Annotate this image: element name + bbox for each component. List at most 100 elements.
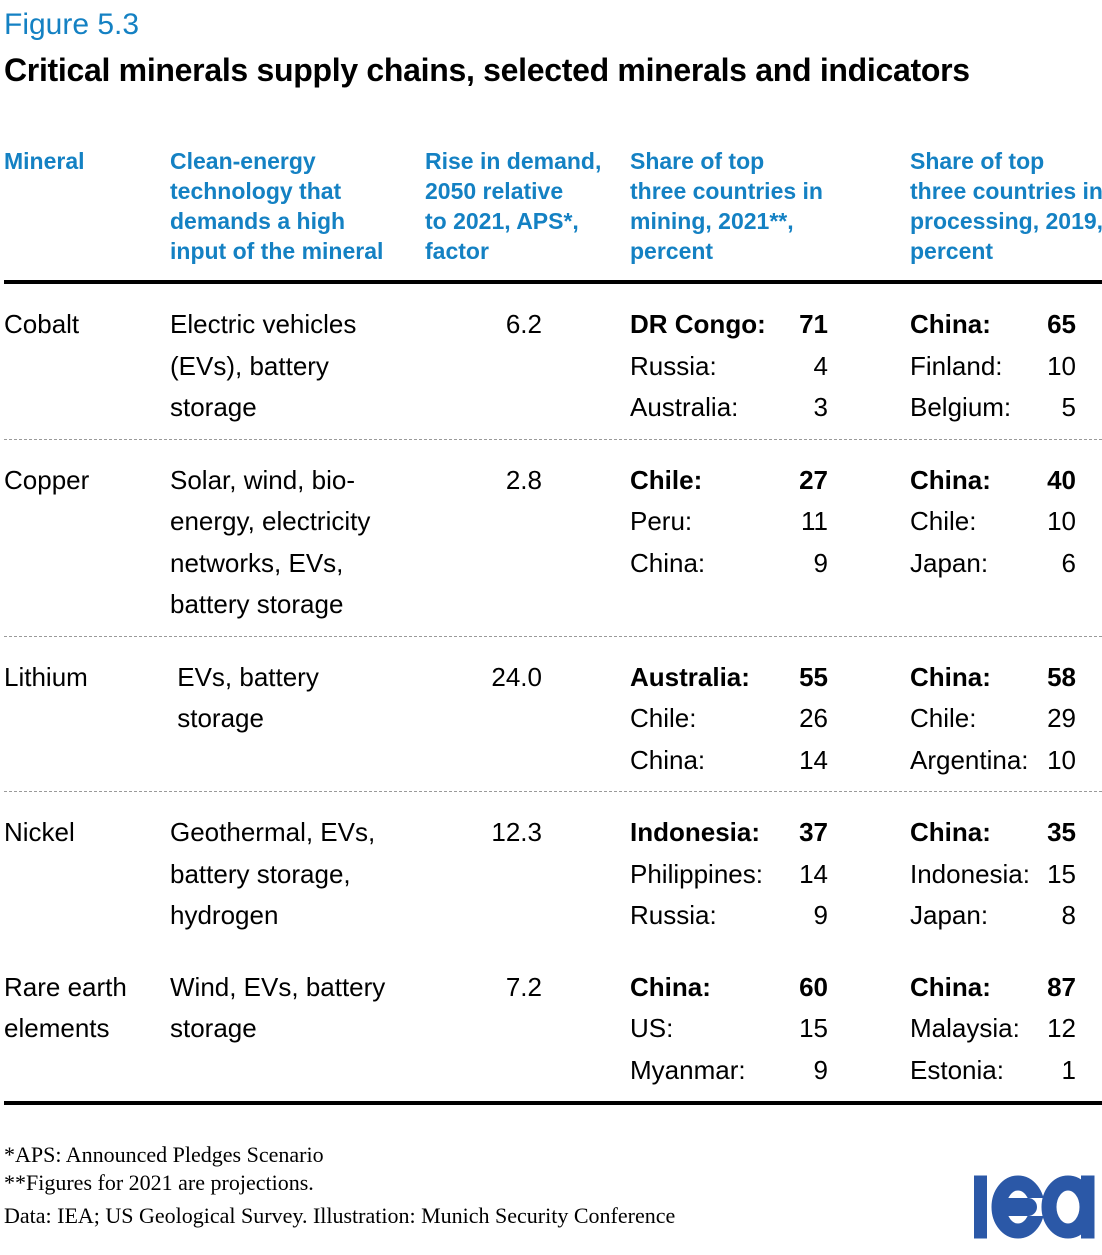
country-label: Australia: (630, 392, 739, 422)
country-label: Belgium: (910, 392, 1012, 422)
country-label: Argentina: (910, 744, 1029, 775)
share-value: 9 (813, 547, 828, 578)
table-header-row: Mineral Clean-energy technology that dem… (4, 146, 1102, 266)
mining-shares: Australia: 55 Chile: 26 China: 14 (630, 657, 910, 782)
processing-shares: China: 40 Chile: 10 Japan: 6 (910, 460, 1098, 626)
table-row-rare-earth: Rare earth elements Wind, EVs, battery s… (4, 947, 1102, 1102)
country-share: China: 60 (630, 967, 828, 1009)
mineral-name: Nickel (4, 817, 75, 847)
country-label: China: (630, 744, 706, 775)
mineral-name: Cobalt (4, 309, 80, 339)
share-value: 27 (799, 464, 828, 495)
header-mineral: Mineral (4, 148, 85, 174)
table-row-copper: Copper Solar, wind, bio- energy, electri… (4, 440, 1102, 637)
country-label: Australia: (630, 661, 750, 692)
country-label: Japan: (910, 900, 989, 930)
country-label: Estonia: (910, 1054, 1004, 1085)
mineral-name: Copper (4, 464, 90, 495)
share-value: 65 (1047, 309, 1076, 339)
country-share: Chile: 26 (630, 698, 828, 740)
share-value: 11 (801, 506, 828, 536)
share-value: 15 (1047, 858, 1076, 889)
demand-factor: 6.2 (505, 309, 542, 339)
country-label: Chile: (910, 506, 977, 536)
share-value: 10 (1047, 744, 1076, 775)
share-value: 26 (799, 703, 828, 733)
share-value: 29 (1047, 703, 1076, 733)
share-value: 5 (1061, 392, 1076, 422)
share-value: 6 (1061, 547, 1076, 578)
share-value: 87 (1047, 971, 1076, 1002)
technology-cell: Wind, EVs, battery storage (170, 971, 386, 1044)
table-row-nickel: Nickel Geothermal, EVs, battery storage,… (4, 792, 1102, 947)
country-share: China: 35 (910, 812, 1076, 854)
footnote-aps: *APS: Announced Pledges Scenario (4, 1142, 324, 1167)
figure-title: Critical minerals supply chains, selecte… (4, 52, 970, 88)
country-label: China: (630, 547, 706, 578)
country-share: Peru: 11 (630, 501, 828, 543)
country-share: Russia: 4 (630, 346, 828, 388)
share-value: 40 (1047, 464, 1076, 495)
country-share: Myanmar: 9 (630, 1050, 828, 1092)
country-label: China: (910, 661, 991, 692)
share-value: 60 (799, 971, 828, 1002)
country-share: Argentina: 10 (910, 740, 1076, 782)
country-label: Chile: (630, 464, 703, 495)
demand-factor: 24.0 (491, 661, 542, 692)
country-share: China: 87 (910, 967, 1076, 1009)
processing-shares: China: 35 Indonesia: 15 Japan: 8 (910, 812, 1098, 937)
data-credit: Data: IEA; US Geological Survey. Illustr… (4, 1203, 676, 1228)
mining-shares: DR Congo: 71 Russia: 4 Australia: 3 (630, 304, 910, 429)
mining-shares: Indonesia: 37 Philippines: 14 Russia: 9 (630, 812, 910, 937)
share-value: 15 (799, 1013, 828, 1043)
country-label: Chile: (910, 703, 977, 733)
share-value: 9 (813, 900, 828, 930)
table-row-cobalt: Cobalt Electric vehicles (EVs), battery … (4, 284, 1102, 440)
table-top-rule (4, 280, 1102, 284)
technology-cell: Electric vehicles (EVs), battery storage (170, 309, 357, 422)
country-label: China: (910, 817, 991, 847)
country-share: Japan: 6 (910, 543, 1076, 585)
country-share: Finland: 10 (910, 346, 1076, 388)
country-label: Chile: (630, 703, 697, 733)
share-value: 10 (1047, 506, 1076, 536)
header-technology: Clean-energy technology that demands a h… (170, 148, 384, 264)
mining-shares: China: 60 US: 15 Myanmar: 9 (630, 967, 910, 1092)
country-label: China: (910, 971, 991, 1002)
country-label: Indonesia: (630, 817, 761, 847)
country-share: Malaysia: 12 (910, 1008, 1076, 1050)
share-value: 4 (813, 350, 828, 381)
mineral-name: Rare earth elements (4, 971, 127, 1044)
country-label: Malaysia: (910, 1013, 1020, 1043)
country-label: Peru: (630, 506, 693, 536)
country-share: Russia: 9 (630, 895, 828, 937)
share-value: 71 (799, 309, 828, 339)
share-value: 8 (1061, 900, 1076, 930)
table-row-lithium: Lithium EVs, battery storage 24.0 Austra… (4, 637, 1102, 792)
share-value: 55 (799, 661, 828, 692)
country-label: Russia: (630, 900, 717, 930)
country-label: Myanmar: (630, 1054, 746, 1085)
country-share: Chile: 10 (910, 501, 1076, 543)
country-share: Australia: 3 (630, 387, 828, 429)
mineral-name: Lithium (4, 661, 88, 692)
table-bottom-rule (4, 1101, 1102, 1105)
country-share: DR Congo: 71 (630, 304, 828, 346)
share-value: 10 (1047, 350, 1076, 381)
country-share: Estonia: 1 (910, 1050, 1076, 1092)
demand-factor: 2.8 (505, 464, 542, 495)
country-label: Philippines: (630, 858, 763, 889)
country-share: Philippines: 14 (630, 854, 828, 896)
country-label: Russia: (630, 350, 717, 381)
country-label: China: (630, 971, 711, 1002)
header-demand-rise: Rise in demand, 2050 relative to 2021, A… (425, 148, 602, 264)
country-label: Finland: (910, 350, 1003, 381)
processing-shares: China: 87 Malaysia: 12 Estonia: 1 (910, 967, 1098, 1092)
share-value: 14 (799, 744, 828, 775)
share-value: 9 (813, 1054, 828, 1085)
country-share: China: 9 (630, 543, 828, 585)
figure-number: Figure 5.3 (4, 8, 140, 41)
share-value: 12 (1047, 1013, 1076, 1043)
country-label: Japan: (910, 547, 989, 578)
